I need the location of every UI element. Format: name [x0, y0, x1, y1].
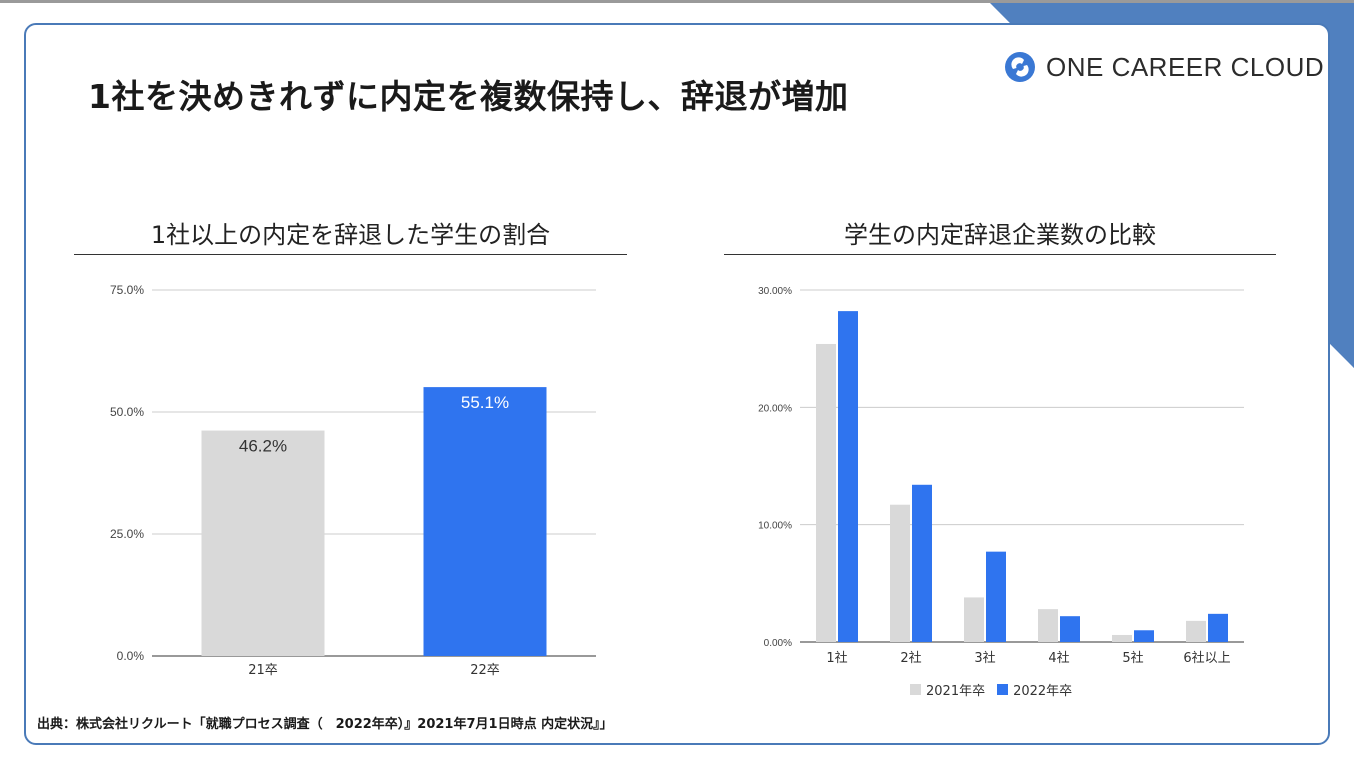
chart2-ytick-label: 0.00%: [764, 638, 792, 649]
chart2-category-label: 6社以上: [1183, 650, 1230, 666]
chart2-ytick-label: 30.00%: [758, 286, 792, 297]
chart1-ytick-label: 25.0%: [110, 527, 144, 541]
chart2-bar-2022年卒-5社: [1134, 630, 1154, 642]
chart2-bar-2022年卒-6社以上: [1208, 613, 1228, 642]
top-border-line: [0, 0, 1354, 3]
chart1-bar-1: [201, 430, 325, 656]
chart1-ytick-label: 75.0%: [110, 283, 144, 297]
chart2-title-underline: [724, 254, 1276, 255]
chart1-title-underline: [74, 254, 627, 255]
page-title: 1社を決めきれずに内定を複数保持し、辞退が増加: [88, 77, 849, 116]
company-logo: ONE CAREER CLOUD: [1004, 50, 1324, 84]
chart1-category-label: 21卒: [248, 663, 278, 678]
chart2-category-label: 4社: [1048, 650, 1069, 666]
chart2-ytick-label: 20.00%: [758, 403, 792, 414]
chart1-plot: 0.0% 25.0% 50.0% 75.0% 46.2% 21卒 55.1% 22卒: [110, 283, 596, 678]
chart2-bar-2022年卒-2社: [912, 484, 932, 642]
chart1-data-label-2: 55.1%: [461, 393, 509, 412]
chart2-bar-2021年卒-4社: [1038, 609, 1058, 642]
chart2-ytick-label: 10.00%: [758, 521, 792, 532]
logo-text: ONE CAREER CLOUD: [1046, 51, 1325, 82]
chart2-title: 学生の内定辞退企業数の比較: [844, 221, 1156, 249]
legend-entry-2022: 2022年卒: [997, 680, 1072, 699]
legend-swatch-2022: [997, 684, 1009, 695]
chart2-bar-2021年卒-6社以上: [1186, 620, 1206, 642]
chart2-bar-2022年卒-3社: [986, 551, 1006, 642]
chart2-category-label: 2社: [900, 650, 921, 666]
chart2-bar-2021年卒-2社: [890, 504, 910, 642]
legend-label-2022: 2022年卒: [1013, 684, 1073, 699]
chart1-bar-2: [423, 387, 547, 656]
chart2-legend: 2021年卒 2022年卒: [910, 680, 1084, 699]
legend-swatch-2021: [910, 684, 921, 695]
chart2-bar-2021年卒-5社: [1112, 634, 1132, 642]
chart1-title: 1社以上の内定を辞退した学生の割合: [150, 221, 551, 249]
chart1-data-label-1: 46.2%: [239, 437, 287, 456]
chart2-category-label: 3社: [974, 650, 995, 666]
chart1-ytick-label: 0.0%: [117, 649, 145, 663]
chart2-bar-2021年卒-3社: [964, 597, 984, 642]
chart1-category-label: 22卒: [470, 663, 500, 678]
chart2-plot: 0.00% 10.00% 20.00% 30.00% 1社 2社 3社 4社 5社 6社以上: [758, 286, 1244, 666]
chart1-ytick-label: 50.0%: [110, 405, 144, 419]
legend-entry-2021: 2021年卒: [910, 680, 985, 699]
source-citation: 出典：株式会社リクルート「就職プロセス調査（ 2022年卒）』2021年7月1日…: [37, 717, 613, 732]
chart2-bar-2022年卒-4社: [1060, 616, 1080, 642]
chart2-bar-2021年卒-1社: [816, 343, 836, 642]
circular-arrows-logo-icon: [1005, 52, 1035, 82]
chart2-category-label: 1社: [826, 650, 847, 666]
legend-label-2021: 2021年卒: [926, 684, 986, 699]
chart2-category-label: 5社: [1122, 650, 1143, 666]
chart2-bar-2022年卒-1社: [838, 311, 858, 642]
